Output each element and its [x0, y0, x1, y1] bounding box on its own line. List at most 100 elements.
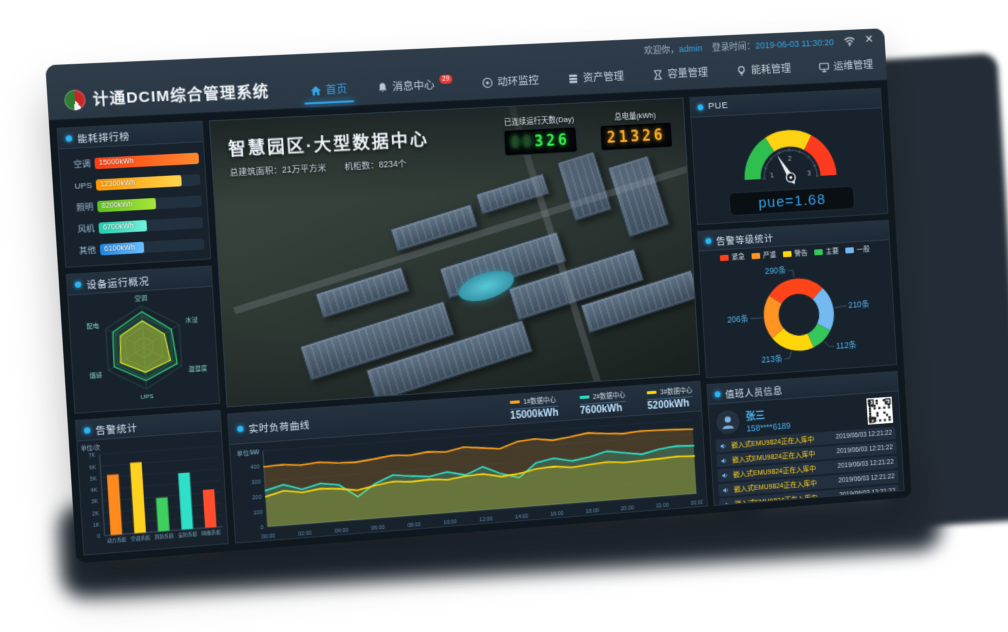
svg-text:18:00: 18:00	[586, 508, 599, 515]
svg-text:500: 500	[249, 449, 259, 456]
svg-text:210条: 210条	[848, 299, 870, 310]
svg-text:配电: 配电	[86, 322, 99, 331]
svg-text:200: 200	[252, 495, 262, 502]
svg-text:消防系统: 消防系统	[154, 533, 174, 542]
svg-text:08:00: 08:00	[407, 522, 421, 529]
svg-text:300: 300	[251, 479, 261, 486]
svg-text:4K: 4K	[91, 488, 99, 495]
panel-title: 实时负荷曲线	[248, 419, 311, 435]
home-icon	[309, 84, 322, 97]
panel-title: PUE	[707, 100, 729, 112]
bell-icon	[376, 81, 389, 94]
panel-device-radar: 设备运行概况 空调 水浸 温湿度 UPS 烟感 配电	[65, 265, 221, 414]
svg-text:3K: 3K	[91, 499, 99, 506]
qr-code	[866, 396, 894, 425]
alarm-bar-chart: 单位/次7K 6K 5K 4K 3K 2K 1K 0 动力系统 空调系统 消防系统 安防系统 网络系统	[81, 443, 228, 545]
panel-title: 告警统计	[95, 422, 138, 437]
svg-text:UPS: UPS	[140, 393, 153, 401]
svg-text:0: 0	[260, 525, 264, 531]
svg-text:空调: 空调	[134, 294, 147, 303]
nav-label: 运维管理	[833, 58, 874, 73]
panel-alarm-levels: 告警等级统计 紧急 严重 警告 主要 一般 290条 210条 112条 213条 206条	[697, 219, 898, 379]
nav-label: 消息中心	[392, 79, 435, 94]
svg-text:112条: 112条	[836, 340, 857, 351]
svg-text:100: 100	[253, 510, 263, 517]
dcim-app-window: 计通DCIM综合管理系统 欢迎你，admin 登录时间：2019-06-03 1…	[45, 28, 912, 564]
nav-item-容量管理[interactable]: 容量管理	[650, 65, 711, 91]
svg-text:290条: 290条	[765, 265, 787, 276]
panel-title: 设备运行概况	[86, 275, 150, 291]
panel-title: 值班人员信息	[724, 385, 783, 401]
speaker-icon	[719, 441, 727, 449]
nav-badge: 29	[438, 74, 453, 85]
nav-item-消息中心[interactable]: 消息中心 29	[374, 74, 456, 104]
total-energy-led: 总电量(kWh) 21326	[600, 109, 672, 151]
username[interactable]: admin	[678, 43, 703, 55]
svg-text:04:00: 04:00	[335, 528, 349, 535]
accent-dot-icon	[74, 280, 82, 288]
welcome-text: 欢迎你，admin	[643, 43, 703, 56]
titlebar-info: 欢迎你，admin 登录时间：2019-06-03 11:30:20 ✕	[644, 34, 874, 57]
panel-title: 能耗排行榜	[77, 130, 131, 145]
nav-label: 能耗管理	[750, 62, 792, 77]
svg-text:温湿度: 温湿度	[188, 364, 207, 373]
nav-label: 容量管理	[667, 66, 709, 81]
dashboard-main: 能耗排行榜 空调 15000kWh UPS 12300kWh 照明 8200kWh 风机 67…	[48, 80, 912, 564]
svg-text:1K: 1K	[93, 522, 101, 529]
alarm-donut-chart: 290条 210条 112条 213条 206条	[727, 253, 870, 378]
svg-text:213条: 213条	[761, 354, 783, 365]
panel-load-chart: 实时负荷曲线 1#数据中心 15000kWh 2#数据中心 7600kWh 3#数据中心…	[227, 380, 708, 544]
svg-text:单位:kW: 单位:kW	[236, 448, 259, 458]
panel-alarm-bars: 告警统计 单位/次 7K 6K 5K 4K 3K 2K 1K 0 动力系统 空调系统 消防系统 安防系统…	[74, 409, 229, 556]
pue-gauge: 1 2 3	[716, 111, 863, 191]
svg-text:0: 0	[97, 534, 100, 540]
duty-phone: 158****6189	[746, 420, 791, 434]
svg-text:14:00: 14:00	[515, 513, 528, 520]
accent-dot-icon	[237, 425, 244, 432]
asset-icon	[567, 72, 579, 84]
accent-dot-icon	[65, 134, 73, 142]
svg-text:10:00: 10:00	[443, 519, 457, 526]
app-header: 计通DCIM综合管理系统 欢迎你，admin 登录时间：2019-06-03 1…	[45, 28, 888, 121]
avatar	[715, 409, 741, 435]
panel-title: 告警等级统计	[715, 232, 774, 248]
svg-text:7K: 7K	[88, 453, 96, 460]
svg-text:16:00: 16:00	[550, 511, 563, 518]
svg-text:22:00: 22:00	[656, 502, 669, 509]
svg-text:400: 400	[250, 464, 260, 471]
speaker-icon	[723, 500, 731, 507]
svg-text:12:00: 12:00	[479, 516, 493, 523]
monitor-icon	[481, 76, 494, 89]
accent-dot-icon	[714, 390, 721, 397]
nav-label: 首页	[325, 83, 348, 97]
nav-item-能耗管理[interactable]: 能耗管理	[733, 61, 793, 87]
svg-text:00:00: 00:00	[691, 500, 704, 507]
svg-text:206条: 206条	[727, 313, 749, 324]
speaker-icon	[722, 486, 730, 494]
main-nav: 首页 消息中心 29 动环监控 资产管理 容量管理 能耗管理 运维管理	[307, 57, 876, 108]
nav-item-动环监控[interactable]: 动环监控	[479, 72, 542, 99]
mockup-scene: 计通DCIM综合管理系统 欢迎你，admin 登录时间：2019-06-03 1…	[45, 28, 1008, 599]
nav-item-运维管理[interactable]: 运维管理	[816, 57, 876, 83]
svg-text:1: 1	[770, 172, 774, 179]
svg-text:3: 3	[807, 170, 811, 177]
wifi-icon	[843, 34, 856, 47]
brand-logo-icon	[63, 88, 87, 111]
load-legend-1#数据中心[interactable]: 1#数据中心 15000kWh	[509, 396, 559, 422]
load-legend-2#数据中心[interactable]: 2#数据中心 7600kWh	[579, 391, 627, 417]
nav-label: 资产管理	[582, 70, 625, 85]
nav-label: 动环监控	[497, 74, 540, 89]
energy-icon	[735, 64, 747, 76]
nav-item-资产管理[interactable]: 资产管理	[565, 68, 627, 95]
panel-energy-ranking: 能耗排行榜 空调 15000kWh UPS 12300kWh 照明 8200kWh 风机 67…	[56, 120, 212, 268]
svg-text:5K: 5K	[90, 476, 98, 483]
accent-dot-icon	[697, 103, 704, 111]
close-icon[interactable]: ✕	[864, 33, 874, 46]
nav-item-首页[interactable]: 首页	[307, 81, 350, 107]
load-legend-3#数据中心[interactable]: 3#数据中心 5200kWh	[646, 387, 694, 413]
svg-text:烟感: 烟感	[89, 371, 102, 380]
speaker-icon	[720, 456, 728, 464]
svg-text:动力系统: 动力系统	[107, 536, 127, 545]
